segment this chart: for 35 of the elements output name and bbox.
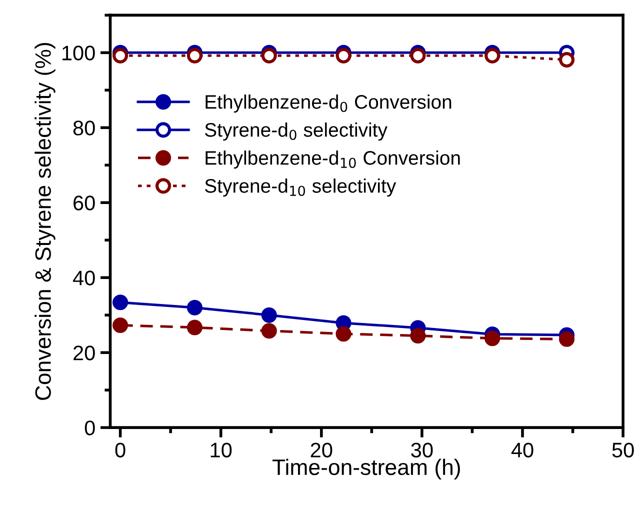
x-tick-label: 20 (310, 442, 332, 458)
point (261, 307, 277, 323)
y-tick-label: 20 (74, 346, 95, 360)
y-tick-label: 80 (73, 120, 95, 136)
y-axis-title: Conversion & Styrene selectivity (%) (34, 43, 56, 400)
point (112, 48, 128, 64)
x-tick-label: 30 (411, 442, 433, 458)
x-tick-label: 0 (115, 442, 126, 458)
legend-label: Ethylbenzene-d$_{10}$ Conversion (206, 150, 460, 169)
x-tick-label: 40 (511, 442, 534, 458)
point (261, 48, 277, 64)
legend-label: Ethylbenzene-d$_{0}$ Conversion (206, 94, 452, 113)
y-tick-label: 60 (74, 196, 95, 210)
legend-label: Styrene-d$_{0}$ selectivity (205, 122, 388, 141)
point (186, 300, 202, 316)
point (261, 323, 277, 339)
point (336, 48, 352, 64)
x-tick-label: 10 (210, 442, 232, 458)
legend-label: Styrene-d$_{10}$ selectivity (205, 178, 396, 197)
point (484, 48, 500, 64)
point (484, 330, 500, 346)
point (558, 331, 575, 347)
point (558, 52, 575, 68)
y-tick-label: 100 (62, 46, 95, 60)
point (112, 317, 128, 333)
x-axis-title: Time-on-stream (h) (272, 458, 460, 480)
point (186, 48, 202, 64)
y-tick-label: 0 (84, 420, 95, 436)
point (410, 48, 426, 64)
y-tick-label: 40 (72, 270, 95, 286)
point (410, 328, 426, 344)
x-tick-label: 50 (612, 442, 634, 458)
point (336, 326, 352, 342)
point (186, 320, 202, 336)
point (112, 294, 128, 310)
